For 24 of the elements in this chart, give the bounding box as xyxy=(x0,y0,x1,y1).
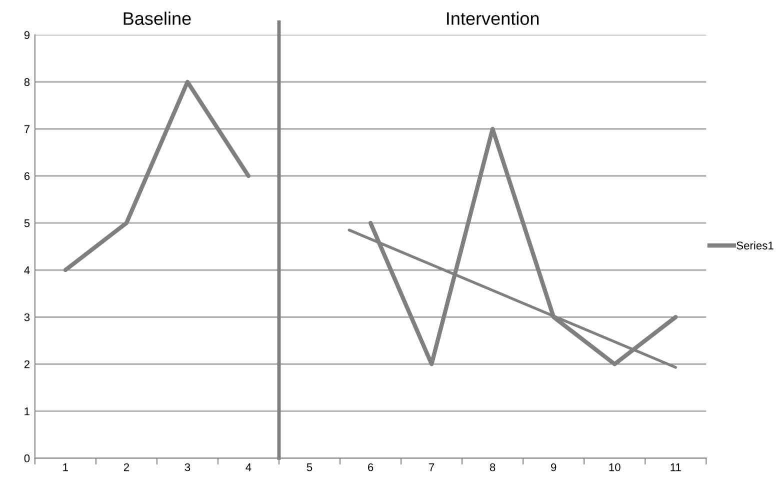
x-tick-label: 4 xyxy=(246,463,252,472)
x-tick-label: 8 xyxy=(490,463,496,472)
y-tick-label: 7 xyxy=(24,125,30,133)
x-tick-label: 2 xyxy=(124,463,129,472)
x-tick-label: 7 xyxy=(429,463,434,472)
y-tick-label: 4 xyxy=(24,266,30,274)
text: Intervention xyxy=(447,12,539,25)
x-tick-label: 5 xyxy=(306,463,312,472)
text: Baseline xyxy=(124,12,191,25)
x-tick-label: 10 xyxy=(609,463,620,472)
y-tick-label: 2 xyxy=(24,360,30,368)
x-tick-label: 1 xyxy=(63,463,68,472)
y-tick-label: 5 xyxy=(24,219,30,228)
x-tick-label: 6 xyxy=(368,463,374,472)
y-tick-label: 3 xyxy=(24,313,30,322)
y-tick-label: 1 xyxy=(24,408,30,416)
legend-label: Series1 xyxy=(736,241,774,250)
x-tick-label: 11 xyxy=(670,463,681,472)
y-tick-label: 6 xyxy=(24,172,30,180)
y-tick-label: 9 xyxy=(24,31,30,39)
y-tick-label: 0 xyxy=(24,454,30,462)
x-tick-label: 3 xyxy=(184,463,190,472)
x-tick-label: 9 xyxy=(551,463,556,472)
y-tick-label: 8 xyxy=(24,78,30,86)
